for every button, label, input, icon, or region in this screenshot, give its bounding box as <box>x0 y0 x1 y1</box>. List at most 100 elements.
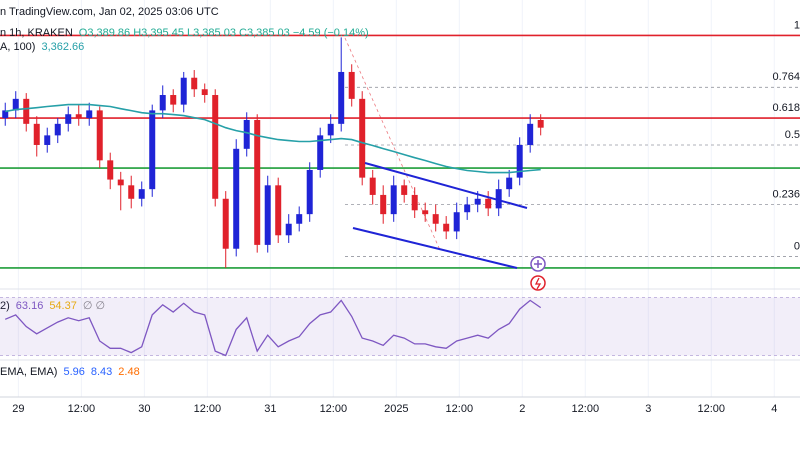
candle-body <box>117 179 124 186</box>
fib-label: 1 <box>794 19 800 31</box>
fib-label: 0.764 <box>772 71 800 83</box>
x-tick-label: 4 <box>771 403 777 415</box>
candle-body <box>243 119 250 149</box>
candle-body <box>212 95 219 199</box>
candle-body <box>12 98 19 111</box>
macd-legend: EMA, EMA) 5.96 8.43 2.48 <box>0 366 140 378</box>
candle-body <box>516 144 523 178</box>
candle-body <box>296 214 303 224</box>
candle-body <box>107 160 114 180</box>
candle-body <box>33 123 40 145</box>
main-pane: 1 0.764 0.618 0.5 0.236 0 <box>0 19 800 269</box>
candle-body <box>65 114 72 124</box>
candle-body <box>495 189 502 209</box>
candle-body <box>254 119 261 245</box>
candle-body <box>327 123 334 136</box>
candle-body <box>170 95 177 105</box>
candle-body <box>485 198 492 209</box>
candle-body <box>474 198 481 205</box>
ma-label: A, 100) <box>0 41 35 53</box>
event-icon[interactable] <box>530 275 546 291</box>
candle-body <box>453 212 460 232</box>
candle-body <box>317 135 324 170</box>
x-tick-label: 12:00 <box>68 403 96 415</box>
fib-label: 0.618 <box>772 102 800 114</box>
candle-body <box>201 89 208 96</box>
x-tick-label: 12:00 <box>698 403 726 415</box>
macd-label: EMA, EMA) <box>0 366 57 378</box>
fib-trend-line <box>344 37 441 251</box>
rsi-line <box>4 299 542 357</box>
candle-body <box>222 198 229 249</box>
candle-body <box>369 177 376 195</box>
x-tick-label: 12:00 <box>572 403 600 415</box>
add-icon-glyph <box>534 260 542 268</box>
fib-label: 0 <box>794 240 800 252</box>
candle-body <box>2 110 9 119</box>
candle-body <box>401 185 408 195</box>
candle-body <box>443 223 450 232</box>
candle-body <box>138 189 145 199</box>
candle-body <box>233 148 240 249</box>
candle-body <box>432 214 439 224</box>
symbol-text: n 1h, KRAKEN O3,389.86 H3,395.45 L3,385.0… <box>0 27 369 39</box>
x-tick-label: 30 <box>138 403 150 415</box>
event-icon-glyph <box>534 277 542 290</box>
macd-v3: 2.48 <box>118 366 139 378</box>
source-text: n TradingView.com, Jan 02, 2025 03:06 UT… <box>0 6 219 18</box>
x-tick-label: 2 <box>519 403 525 415</box>
candle-body <box>390 185 397 215</box>
candle-body <box>348 71 355 99</box>
ma-value: 3,362.66 <box>41 41 84 53</box>
x-tick-label: 12:00 <box>446 403 474 415</box>
candle-body <box>527 123 534 145</box>
x-tick-label: 12:00 <box>320 403 348 415</box>
channel-lower <box>352 227 518 269</box>
candle-body <box>359 98 366 178</box>
rsi-legend: 2) 63.16 54.37 ∅ ∅ <box>0 300 105 312</box>
candle-body <box>23 98 30 124</box>
candle-body <box>537 119 544 128</box>
x-tick-label: 29 <box>12 403 24 415</box>
candle-body <box>128 185 135 199</box>
channel-upper <box>364 162 528 209</box>
macd-v1: 5.96 <box>63 366 84 378</box>
rsi-band <box>0 297 800 356</box>
x-tick-label: 12:00 <box>194 403 222 415</box>
candle-body <box>306 169 313 215</box>
candle-body <box>506 177 513 190</box>
x-tick-label: 3 <box>645 403 651 415</box>
macd-v2: 8.43 <box>91 366 112 378</box>
candle-body <box>44 135 51 145</box>
rsi-extra: ∅ ∅ <box>83 300 105 312</box>
x-tick-label: 2025 <box>384 403 408 415</box>
ma-legend: A, 100) 3,362.66 <box>0 41 84 53</box>
symbol: n 1h, KRAKEN <box>0 27 73 39</box>
ohlc: O3,389.86 H3,395.45 L3,385.03 C3,385.03 … <box>79 27 369 39</box>
candle-body <box>380 194 387 215</box>
rsi-ma-value: 54.37 <box>49 300 77 312</box>
candle-body <box>285 223 292 236</box>
fib-label: 0.5 <box>785 129 800 141</box>
candle-body <box>86 110 93 119</box>
candle-body <box>75 114 82 119</box>
candle-body <box>149 110 156 190</box>
candle-body <box>191 77 198 90</box>
candle-body <box>275 185 282 236</box>
candle-body <box>338 71 345 124</box>
candle-body <box>96 110 103 161</box>
candle-body <box>264 185 271 245</box>
rsi-value: 63.16 <box>16 300 44 312</box>
ma-line <box>5 103 541 174</box>
candle-body <box>411 194 418 211</box>
fib-label: 0.236 <box>772 188 800 200</box>
candle-body <box>54 123 61 136</box>
candle-body <box>464 204 471 213</box>
x-tick-label: 31 <box>264 403 276 415</box>
candle-body <box>159 95 166 111</box>
candle-body <box>422 210 429 215</box>
candle-body <box>180 77 187 105</box>
rsi-label: 2) <box>0 300 10 312</box>
